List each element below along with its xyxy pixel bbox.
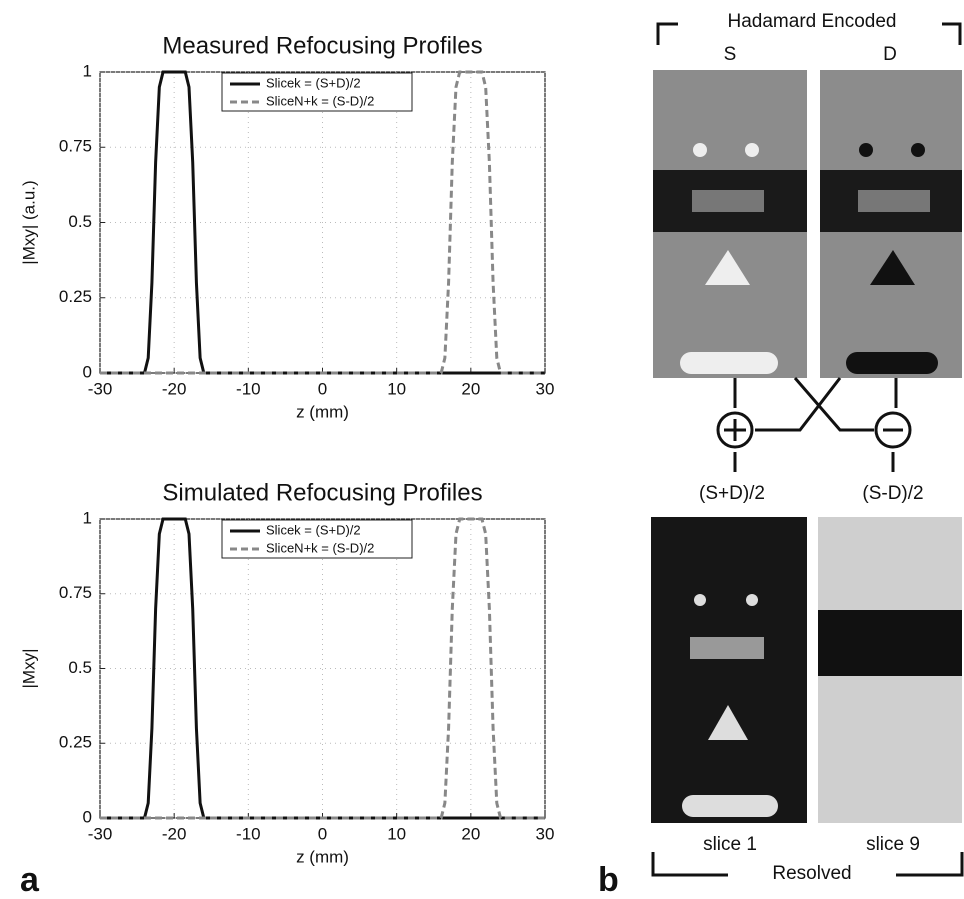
x-tick-label: 0 [318,824,327,843]
legend-label: SliceN+k = (S-D)/2 [266,540,374,555]
header: Hadamard Encoded [728,11,897,32]
legend-label: Slicek = (S+D)/2 [266,522,361,537]
panel-label: b [598,861,619,899]
y-tick-label: 0.75 [59,137,92,156]
line [100,517,545,820]
x-tick-label: -30 [88,824,113,843]
legend-box [221,519,413,559]
chart-title: Measured Refocusing Profiles [162,32,482,59]
panel-label: a [20,861,40,899]
y-tick-label: 1 [83,61,92,80]
diagram [651,22,964,877]
plot-area [99,518,546,819]
label: (S+D)/2 [699,483,765,504]
label: slice 9 [866,834,920,855]
y-tick-label: 0 [83,362,92,381]
y-axis-label: |Mxy| [19,649,38,689]
label: S [724,44,737,65]
y-tick-label: 0 [83,807,92,826]
y-tick-label: 0.25 [59,733,92,752]
x-tick-label: 30 [536,824,555,843]
image-diff [818,517,962,823]
x-tick-label: 10 [387,379,406,398]
x-tick-label: -20 [162,824,187,843]
chart-title: Simulated Refocusing Profiles [162,479,482,506]
image-d [820,70,962,378]
image-sum [651,517,807,823]
x-tick-label: 20 [461,824,480,843]
x-tick-label: 30 [536,379,555,398]
x-tick-label: 20 [461,379,480,398]
x-tick-label: -30 [88,379,113,398]
legend-box [221,72,413,112]
label: (S-D)/2 [862,483,923,504]
label: D [883,44,897,65]
x-tick-label: 0 [318,379,327,398]
legend-label: SliceN+k = (S-D)/2 [266,93,374,108]
bracket [651,852,964,877]
x-tick-label: -20 [162,379,187,398]
y-tick-label: 0.5 [68,658,92,677]
x-tick-label: 10 [387,824,406,843]
y-axis-label: |Mxy| (a.u.) [19,180,38,264]
x-tick-label: -10 [236,379,261,398]
bracket [656,22,962,45]
x-axis-label: z (mm) [296,847,349,866]
y-tick-label: 0.5 [68,212,92,231]
x-tick-label: -10 [236,824,261,843]
y-tick-label: 1 [83,508,92,527]
line [100,70,545,375]
x-axis-label: z (mm) [296,402,349,421]
image-s [653,70,807,378]
label: slice 1 [703,834,757,855]
legend-label: Slicek = (S+D)/2 [266,75,361,90]
footer: Resolved [772,863,851,884]
y-tick-label: 0.25 [59,287,92,306]
y-tick-label: 0.75 [59,583,92,602]
operators [716,377,912,472]
